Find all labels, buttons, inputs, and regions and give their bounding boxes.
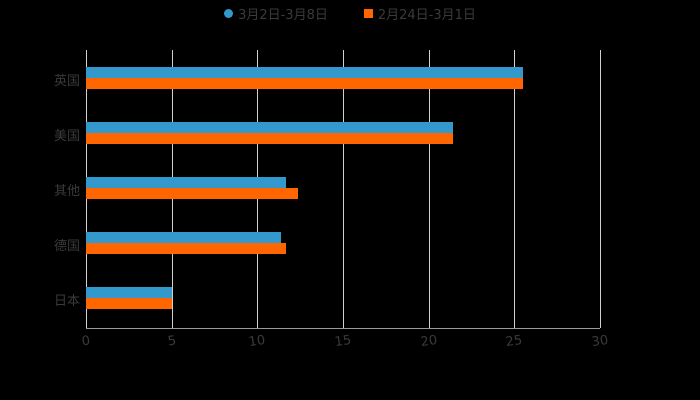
gridline	[514, 50, 516, 328]
category-label: 其他	[53, 184, 80, 199]
bar-series-2[interactable]	[86, 78, 523, 89]
category-label: 日本	[53, 294, 80, 309]
bar-series-2[interactable]	[86, 188, 299, 199]
bar-series-1[interactable]	[86, 177, 287, 188]
x-tick-label: 30	[590, 332, 610, 351]
legend-label: 3月2日-3月8日	[238, 8, 328, 23]
series-2-marker-icon	[363, 9, 373, 18]
x-tick-label: 20	[419, 332, 438, 351]
legend-label: 2月24日-3月1日	[377, 8, 476, 23]
series-1-marker-icon	[224, 9, 234, 18]
category-label: 英国	[53, 74, 80, 89]
bar-series-1[interactable]	[86, 122, 453, 133]
bar-series-1[interactable]	[86, 232, 282, 243]
gridline	[600, 50, 601, 328]
x-tick-label: 5	[166, 333, 177, 350]
bar-series-2[interactable]	[86, 133, 453, 144]
category-label: 德国	[53, 239, 80, 254]
gridline	[343, 50, 344, 328]
bar-series-1[interactable]	[86, 287, 172, 298]
x-axis	[86, 328, 600, 329]
x-tick-label: 15	[333, 332, 353, 351]
category-label: 美国	[53, 129, 80, 144]
plot-area	[86, 50, 601, 328]
chart-legend: 3月2日-3月8日 2月24日-3月1日	[0, 4, 700, 23]
x-tick-label: 0	[80, 333, 92, 350]
legend-item-series-1[interactable]: 3月2日-3月8日	[224, 4, 328, 23]
legend-item-series-2[interactable]: 2月24日-3月1日	[363, 4, 476, 23]
x-tick-label: 10	[248, 332, 267, 351]
bar-series-1[interactable]	[86, 67, 523, 78]
bar-series-2[interactable]	[86, 243, 287, 254]
x-tick-label: 25	[505, 332, 524, 351]
gridline	[428, 50, 430, 328]
bar-series-2[interactable]	[86, 298, 172, 309]
